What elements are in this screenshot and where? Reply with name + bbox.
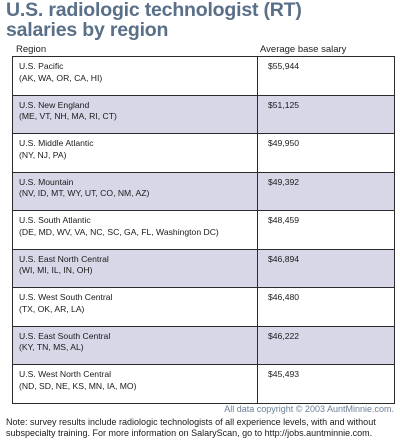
region-states: (AK, WA, OR, CA, HI) [19,72,103,83]
region-cell: U.S. New England (ME, VT, NH, MA, RI, CT) [12,94,258,134]
table-row: U.S. Pacific (AK, WA, OR, CA, HI) $55,944 [12,56,395,96]
table-row: U.S. East South Central (KY, TN, MS, AL) $… [12,325,395,365]
region-cell: U.S. West North Central (ND, SD, NE, KS, … [12,364,258,404]
salary-cell: $51,125 [257,94,395,134]
table-row: U.S. West South Central (TX, OK, AR, LA) $… [12,287,395,327]
page-title: U.S. radiologic technologist (RT) salari… [6,0,302,40]
salary-cell: $48,459 [257,210,395,250]
region-states: (NV, ID, MT, WY, UT, CO, NM, AZ) [19,188,150,198]
table-row: U.S. New England (ME, VT, NH, MA, RI, CT)… [12,94,395,134]
region-column-header: Region [16,44,47,55]
copyright-text: All data copyright © 2003 AuntMinnie.com… [224,404,394,414]
salary-cell: $49,950 [257,133,395,173]
footnote: Note: survey results include radiologic … [6,417,376,438]
table-row: U.S. Mountain (NV, ID, MT, WY, UT, CO, NM… [12,171,395,211]
region-cell: U.S. South Atlantic (DE, MD, WV, VA, NC, … [12,210,258,250]
region-states: (NY, NJ, PA) [19,149,67,160]
salary-column-header: Average base salary [260,44,347,55]
salary-cell: $55,944 [257,56,395,96]
region-states: (ME, VT, NH, MA, RI, CT) [19,111,117,121]
salary-cell: $46,480 [257,287,395,327]
table-row: U.S. Middle Atlantic (NY, NJ, PA) $49,950 [12,133,395,173]
region-states: (DE, MD, WV, VA, NC, SC, GA, FL, Washing… [19,226,219,237]
region-cell: U.S. Middle Atlantic (NY, NJ, PA) [12,133,258,173]
region-states: (TX, OK, AR, LA) [19,303,85,314]
region-name: U.S. Pacific [19,61,64,71]
region-name: U.S. East South Central [19,330,111,341]
region-cell: U.S. West South Central (TX, OK, AR, LA) [12,287,258,327]
region-cell: U.S. East South Central (KY, TN, MS, AL) [12,325,258,365]
salary-cell: $45,493 [257,364,395,404]
region-cell: U.S. Mountain (NV, ID, MT, WY, UT, CO, NM… [12,171,258,211]
region-states: (ND, SD, NE, KS, MN, IA, MO) [19,380,137,391]
region-name: U.S. West South Central [19,292,113,302]
salary-cell: $46,894 [257,248,395,288]
title-line-2: salaries by region [6,19,169,41]
region-cell: U.S. Pacific (AK, WA, OR, CA, HI) [12,56,258,96]
region-name: U.S. New England [19,99,90,110]
region-name: U.S. West North Central [19,369,112,379]
table-row: U.S. East North Central (WI, MI, IL, IN, … [12,248,395,288]
region-name: U.S. South Atlantic [19,215,91,225]
table-row: U.S. South Atlantic (DE, MD, WV, VA, NC, … [12,210,395,250]
region-states: (WI, MI, IL, IN, OH) [19,265,93,275]
salary-table: U.S. Pacific (AK, WA, OR, CA, HI) $55,944 U… [12,56,395,404]
salary-cell: $46,222 [257,325,395,365]
salary-cell: $49,392 [257,171,395,211]
region-name: U.S. Mountain [19,176,74,187]
region-name: U.S. East North Central [19,253,109,264]
region-states: (KY, TN, MS, AL) [19,342,84,352]
region-cell: U.S. East North Central (WI, MI, IL, IN, … [12,248,258,288]
table-row: U.S. West North Central (ND, SD, NE, KS, … [12,364,395,404]
region-name: U.S. Middle Atlantic [19,138,94,148]
title-line-1: U.S. radiologic technologist (RT) [6,0,302,21]
